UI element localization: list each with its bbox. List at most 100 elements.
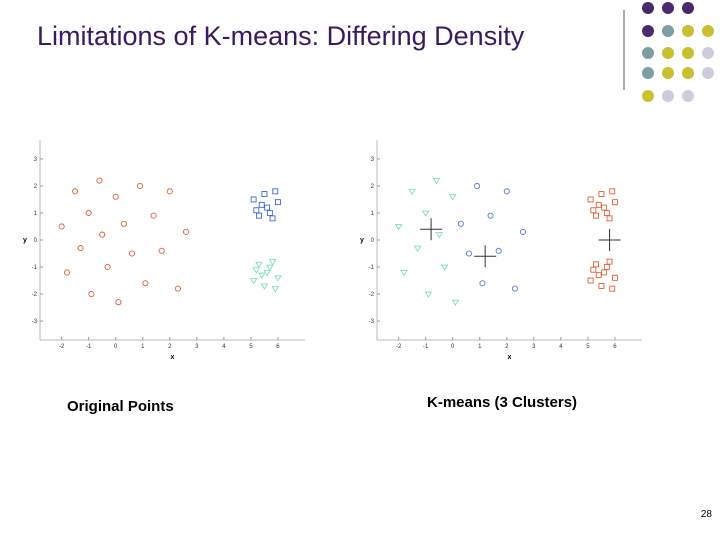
point	[408, 188, 416, 196]
point	[457, 220, 464, 227]
point	[128, 250, 135, 257]
point	[249, 278, 258, 285]
point	[261, 191, 268, 198]
point	[593, 261, 599, 268]
point	[590, 207, 597, 214]
point	[606, 258, 613, 265]
point	[99, 231, 106, 238]
point	[120, 220, 127, 227]
point	[257, 272, 266, 280]
x-tick-label: 0	[451, 344, 455, 350]
point	[598, 191, 605, 198]
point	[104, 263, 111, 271]
y-axis-label: y	[360, 237, 364, 244]
point	[266, 264, 274, 271]
page-number: 28	[701, 509, 713, 520]
point	[260, 283, 269, 290]
scatter-chart: -2 -1 0 1 2 3 4 5 6 -3 -2 -1 0 1 2 3 x y	[23, 140, 305, 361]
point	[435, 232, 443, 239]
y-tick-label: -2	[369, 292, 375, 298]
x-tick-label: 3	[195, 344, 199, 350]
x-tick-label: 4	[222, 344, 226, 350]
point	[609, 188, 616, 195]
y-axis-label: y	[23, 237, 27, 244]
y-tick-label: 1	[34, 211, 38, 217]
point	[274, 275, 282, 282]
point	[182, 228, 190, 235]
point	[115, 299, 122, 306]
x-tick-label: -2	[59, 344, 65, 350]
point	[593, 212, 599, 219]
point	[394, 224, 403, 231]
point	[587, 196, 594, 203]
y-tick-label: -1	[32, 265, 38, 271]
point	[503, 188, 510, 195]
point	[432, 178, 441, 185]
x-tick-label: 5	[249, 344, 253, 350]
point	[58, 223, 65, 230]
point	[269, 215, 276, 222]
point	[150, 212, 157, 219]
slide-title: Limitations of K-means: Differing Densit…	[37, 21, 525, 51]
point	[88, 291, 95, 298]
point	[487, 212, 494, 219]
y-tick-label: -2	[32, 292, 38, 298]
point	[266, 210, 273, 216]
x-tick-label: 3	[532, 344, 536, 350]
point	[166, 188, 173, 195]
point	[264, 204, 271, 211]
point	[275, 199, 281, 206]
x-tick-label: 6	[613, 344, 617, 350]
point	[421, 210, 430, 217]
point	[96, 177, 103, 184]
x-tick-label: 0	[114, 344, 118, 350]
point	[112, 193, 119, 200]
caption: Original Points	[67, 398, 174, 415]
point	[603, 210, 610, 216]
x-tick-label: 2	[168, 344, 172, 350]
point	[479, 280, 486, 287]
point	[440, 264, 449, 271]
x-tick-label: 4	[559, 344, 563, 350]
point	[272, 188, 279, 195]
x-tick-label: 1	[478, 344, 482, 350]
y-tick-label: 3	[371, 157, 375, 163]
point	[606, 215, 613, 222]
point	[137, 182, 144, 189]
point	[142, 280, 149, 287]
point	[271, 286, 280, 293]
x-tick-label: 5	[586, 344, 590, 350]
point	[448, 194, 457, 201]
point	[85, 209, 92, 217]
y-tick-label: -1	[369, 265, 375, 271]
point	[609, 285, 616, 292]
point	[612, 274, 618, 281]
y-tick-label: -3	[369, 319, 375, 325]
x-axis-label: x	[171, 354, 175, 361]
x-tick-label: 6	[276, 344, 280, 350]
centroid	[420, 218, 443, 241]
x-tick-label: 2	[505, 344, 509, 350]
centroid	[598, 229, 621, 251]
y-tick-label: -3	[32, 319, 38, 325]
y-tick-label: 0	[371, 238, 375, 244]
y-tick-label: 2	[34, 184, 38, 190]
y-tick-label: 3	[34, 157, 38, 163]
point	[601, 269, 608, 276]
point	[77, 245, 84, 252]
point	[158, 247, 165, 254]
point	[595, 201, 602, 208]
y-tick-label: 0	[34, 238, 38, 244]
point	[601, 204, 608, 211]
x-tick-label: -2	[396, 344, 402, 350]
point	[587, 277, 594, 284]
x-axis-label: x	[508, 354, 512, 361]
point	[424, 291, 433, 298]
point	[495, 247, 502, 254]
centroid	[474, 245, 497, 268]
x-tick-label: -1	[423, 344, 429, 350]
point	[252, 267, 261, 274]
scatter-chart: -2 -1 0 1 2 3 4 5 6 -3 -2 -1 0 1 2 3 x y	[360, 140, 642, 361]
caption: K-means (3 Clusters)	[427, 394, 577, 411]
